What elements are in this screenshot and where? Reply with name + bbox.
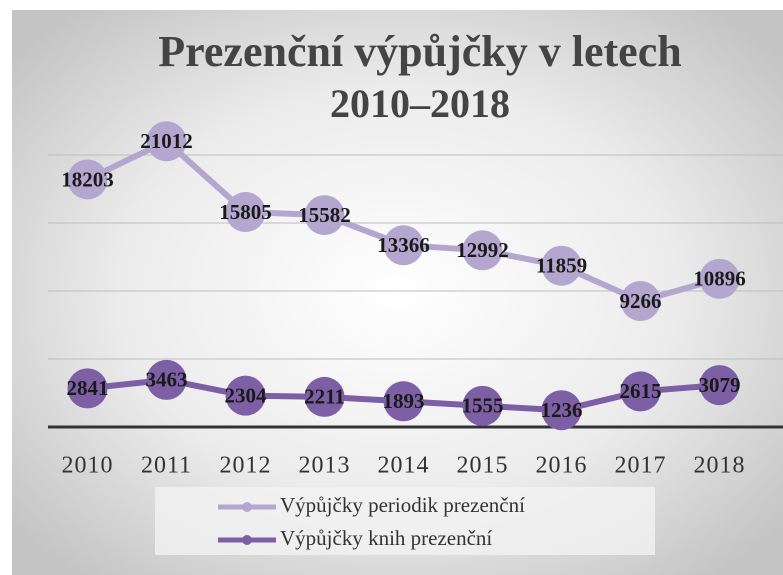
data-label: 21012 bbox=[140, 129, 193, 153]
point-marker bbox=[541, 390, 582, 431]
point-marker bbox=[67, 159, 108, 200]
legend-label: Výpůjčky periodik prezenční bbox=[280, 493, 525, 517]
chart-subtitle: 2010–2018 bbox=[330, 81, 510, 126]
data-label: 15582 bbox=[298, 203, 351, 227]
data-label: 2841 bbox=[67, 376, 109, 400]
point-marker bbox=[67, 368, 108, 409]
data-label: 3463 bbox=[146, 368, 188, 392]
x-tick-label: 2017 bbox=[615, 453, 667, 479]
point-marker bbox=[146, 121, 187, 162]
legend-box bbox=[155, 487, 655, 555]
point-marker bbox=[225, 375, 266, 416]
data-label: 2211 bbox=[304, 385, 345, 409]
legend-marker bbox=[242, 502, 252, 512]
point-marker bbox=[620, 280, 661, 321]
data-label: 18203 bbox=[61, 167, 114, 191]
point-marker bbox=[383, 225, 424, 266]
data-label: 15805 bbox=[219, 200, 272, 224]
x-tick-label: 2010 bbox=[62, 453, 114, 479]
x-tick-label: 2018 bbox=[694, 453, 746, 479]
point-marker bbox=[620, 371, 661, 412]
data-label: 3079 bbox=[699, 373, 741, 397]
point-marker bbox=[146, 359, 187, 400]
point-marker bbox=[225, 192, 266, 233]
point-marker bbox=[541, 245, 582, 286]
x-tick-label: 2014 bbox=[378, 453, 430, 479]
point-marker bbox=[304, 376, 345, 417]
legend-label: Výpůjčky knih prezenční bbox=[280, 526, 492, 550]
x-tick-label: 2011 bbox=[141, 453, 192, 479]
data-label: 11859 bbox=[536, 254, 587, 278]
legend-marker bbox=[242, 535, 252, 545]
data-label: 1236 bbox=[541, 398, 583, 422]
point-marker bbox=[304, 195, 345, 236]
x-tick-label: 2013 bbox=[299, 453, 351, 479]
data-label: 2615 bbox=[620, 379, 662, 403]
point-marker bbox=[462, 230, 503, 271]
data-label: 10896 bbox=[693, 267, 746, 291]
data-label: 1893 bbox=[383, 389, 425, 413]
x-tick-label: 2012 bbox=[220, 453, 272, 479]
data-label: 12992 bbox=[456, 238, 509, 262]
data-label: 1555 bbox=[462, 394, 504, 418]
point-marker bbox=[462, 385, 503, 426]
data-label: 2304 bbox=[225, 383, 268, 407]
point-marker bbox=[383, 381, 424, 422]
data-label: 13366 bbox=[377, 233, 430, 257]
point-marker bbox=[699, 258, 740, 299]
x-tick-label: 2016 bbox=[536, 453, 588, 479]
data-label: 9266 bbox=[620, 289, 662, 313]
x-tick-label: 2015 bbox=[457, 453, 509, 479]
point-marker bbox=[699, 365, 740, 406]
chart-title: Prezenční výpůjčky v letech bbox=[158, 27, 681, 76]
